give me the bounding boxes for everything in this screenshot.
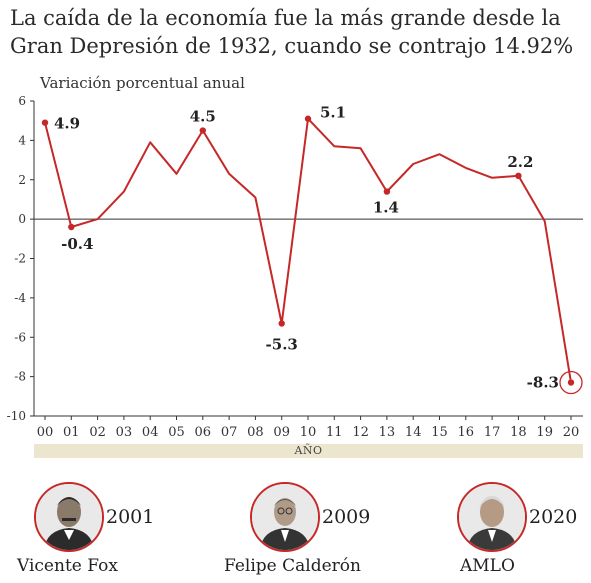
data-label: 1.4 (373, 199, 399, 217)
y-tick-label: -4 (14, 291, 26, 305)
data-point (41, 119, 49, 126)
amlo-year: 2020 (529, 506, 578, 528)
x-tick-label: 10 (300, 425, 317, 440)
data-point (278, 320, 285, 327)
x-tick-label: 17 (484, 425, 501, 440)
data-label: -8.3 (527, 374, 559, 392)
data-point (199, 127, 206, 134)
data-label: 4.5 (190, 108, 216, 126)
data-label: -5.3 (266, 335, 298, 353)
x-tick-label: 20 (563, 425, 580, 440)
x-axis-label: AÑO (34, 444, 583, 458)
y-tick-label: 0 (18, 212, 26, 226)
y-tick-label: -2 (14, 252, 26, 266)
x-tick-label: 02 (89, 425, 106, 440)
y-tick-label: -6 (14, 330, 26, 344)
x-tick-label: 19 (536, 425, 553, 440)
data-point (68, 223, 75, 231)
amlo-portrait-icon (457, 482, 527, 552)
data-point (567, 379, 575, 386)
series-line (44, 117, 572, 383)
x-tick-label: 05 (168, 425, 185, 440)
chart-title: La caída de la economía fue la más grand… (10, 6, 574, 58)
x-tick-label: 13 (379, 425, 396, 440)
data-point (304, 115, 312, 122)
x-tick-label: 18 (510, 425, 527, 440)
fox-year: 2001 (106, 506, 155, 528)
data-label: 5.1 (320, 104, 346, 122)
x-tick-label: 01 (63, 425, 80, 440)
x-tick-label: 12 (352, 425, 369, 440)
highlight-ring (559, 370, 583, 395)
y-tick-label: 6 (18, 94, 26, 108)
data-label: 2.2 (507, 153, 533, 171)
x-tick-label: 04 (142, 425, 159, 440)
x-tick-label: 06 (195, 425, 212, 440)
x-tick-label: 03 (116, 425, 133, 440)
data-point (383, 188, 391, 195)
y-tick-label: 4 (18, 133, 26, 147)
calderon-year: 2009 (322, 506, 371, 528)
x-tick-label: 16 (458, 425, 475, 440)
x-tick-label: 08 (247, 425, 264, 440)
fox-name: Vicente Fox (17, 556, 118, 576)
x-tick-label: 11 (326, 425, 343, 440)
y-tick-label: 2 (18, 173, 26, 187)
y-tick-label: -10 (7, 409, 26, 423)
data-point (515, 172, 522, 180)
y-axis-label: Variación porcentual anual (40, 74, 245, 92)
amlo-name: AMLO (460, 556, 515, 576)
calderon-name: Felipe Calderón (224, 556, 361, 576)
x-tick-label: 09 (273, 425, 290, 440)
x-tick-label: 00 (37, 425, 54, 440)
data-label: -0.4 (61, 235, 93, 253)
fox-portrait-icon (34, 482, 104, 552)
calderon-portrait-icon (250, 482, 320, 552)
y-tick-label: -8 (14, 370, 26, 384)
x-tick-label: 15 (431, 425, 448, 440)
x-tick-label: 07 (221, 425, 238, 440)
x-tick-label: 14 (405, 425, 422, 440)
data-label: 4.9 (54, 115, 80, 133)
